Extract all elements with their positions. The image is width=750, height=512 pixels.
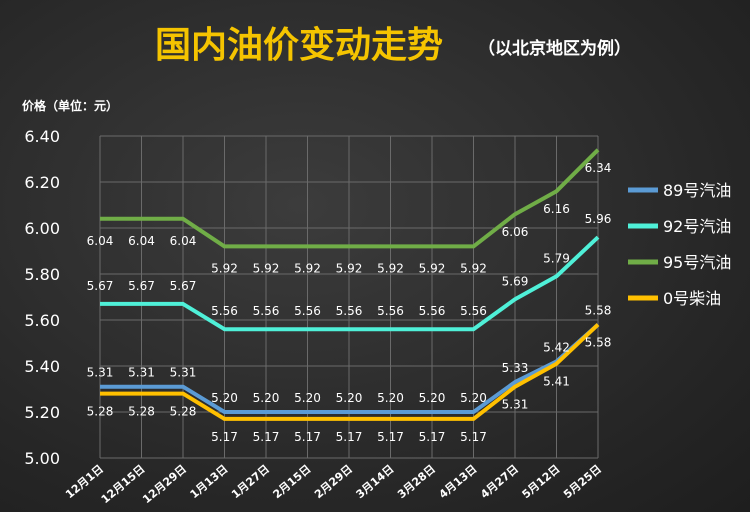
x-tick-label: 5月12日	[520, 462, 563, 501]
data-label: 5.17	[294, 430, 321, 444]
data-label: 5.20	[419, 391, 446, 405]
x-tick-label: 3月14日	[354, 462, 397, 501]
x-tick-label: 4月13日	[437, 462, 480, 501]
data-labels: 5.31 5.31 5.31 5.20 5.20 5.20 5.20 5.20 5.20 5.20…	[87, 161, 612, 444]
data-label: 5.17	[377, 430, 404, 444]
data-label: 5.28	[87, 405, 114, 419]
data-label: 5.79	[543, 251, 570, 265]
y-tick-label: 5.00	[24, 449, 60, 468]
data-label: 5.17	[211, 430, 238, 444]
data-label: 5.67	[87, 279, 114, 293]
legend: 89号汽油 92号汽油 95号汽油 0号柴油	[628, 181, 731, 308]
chart-title: 国内油价变动走势	[155, 24, 443, 66]
y-tick-label: 6.40	[24, 127, 60, 146]
data-label: 5.28	[128, 405, 155, 419]
data-label: 5.17	[419, 430, 446, 444]
data-label: 5.92	[377, 261, 404, 275]
x-tick-label: 4月27日	[478, 462, 521, 501]
data-label: 5.41	[543, 375, 570, 389]
data-label: 6.34	[585, 161, 612, 175]
grid	[99, 135, 599, 459]
y-tick-label: 5.60	[24, 311, 60, 330]
data-label: 5.58	[585, 304, 612, 318]
data-label: 5.92	[211, 261, 238, 275]
y-tick-label: 5.80	[24, 265, 60, 284]
y-tick-label: 6.20	[24, 173, 60, 192]
data-label: 5.67	[128, 279, 155, 293]
series-lines	[100, 148, 600, 421]
legend-label: 92号汽油	[663, 217, 731, 236]
x-tick-label: 1月13日	[188, 462, 231, 501]
x-tick-label: 1月27日	[229, 462, 272, 501]
data-label: 5.92	[294, 261, 321, 275]
series-line-1	[100, 235, 600, 332]
data-label: 5.17	[460, 430, 487, 444]
data-label: 5.56	[294, 304, 321, 318]
y-tick-label: 6.00	[24, 219, 60, 238]
x-tick-label: 2月15日	[271, 462, 314, 501]
legend-label: 95号汽油	[663, 253, 731, 272]
data-label: 6.04	[170, 234, 197, 248]
data-label: 5.92	[336, 261, 363, 275]
x-tick-label: 5月25日	[561, 462, 604, 501]
legend-label: 89号汽油	[663, 181, 731, 200]
data-label: 5.56	[253, 304, 280, 318]
series-line-0	[100, 323, 600, 414]
x-tick-label: 2月29日	[312, 462, 355, 501]
data-label: 5.56	[460, 304, 487, 318]
series-line-2	[100, 148, 600, 249]
data-label: 6.06	[502, 225, 529, 239]
data-label: 5.56	[419, 304, 446, 318]
y-tick-label: 5.40	[24, 357, 60, 376]
data-label: 5.28	[170, 405, 197, 419]
data-label: 5.56	[377, 304, 404, 318]
data-label: 5.56	[336, 304, 363, 318]
x-tick-label: 12月29日	[140, 462, 189, 506]
data-label: 5.20	[377, 391, 404, 405]
series-line-3	[100, 323, 600, 421]
data-label: 5.20	[253, 391, 280, 405]
chart-subtitle: （以北京地区为例）	[478, 38, 631, 59]
data-label: 5.69	[502, 274, 529, 288]
data-label: 5.58	[585, 336, 612, 350]
x-tick-label: 3月28日	[395, 462, 438, 501]
data-label: 5.31	[502, 398, 529, 412]
data-label: 5.20	[211, 391, 238, 405]
data-label: 5.17	[253, 430, 280, 444]
data-label: 5.20	[460, 391, 487, 405]
data-label: 5.92	[253, 261, 280, 275]
data-label: 5.20	[336, 391, 363, 405]
data-label: 5.67	[170, 279, 197, 293]
data-label: 5.56	[211, 304, 238, 318]
data-label: 5.42	[543, 340, 570, 354]
data-label: 6.04	[128, 234, 155, 248]
data-label: 5.20	[294, 391, 321, 405]
data-label: 5.96	[585, 212, 612, 226]
data-label: 5.92	[460, 261, 487, 275]
x-tick-label: 12月15日	[99, 462, 148, 506]
data-label: 5.17	[336, 430, 363, 444]
y-axis-label: 价格（单位：元）	[22, 98, 118, 113]
data-label: 5.33	[502, 361, 529, 375]
y-tick-label: 5.20	[24, 403, 60, 422]
data-label: 6.16	[543, 202, 570, 216]
data-label: 5.31	[87, 366, 114, 380]
data-label: 5.31	[128, 366, 155, 380]
data-label: 5.92	[419, 261, 446, 275]
legend-label: 0号柴油	[663, 289, 721, 308]
data-label: 5.31	[170, 366, 197, 380]
data-label: 6.04	[87, 234, 114, 248]
